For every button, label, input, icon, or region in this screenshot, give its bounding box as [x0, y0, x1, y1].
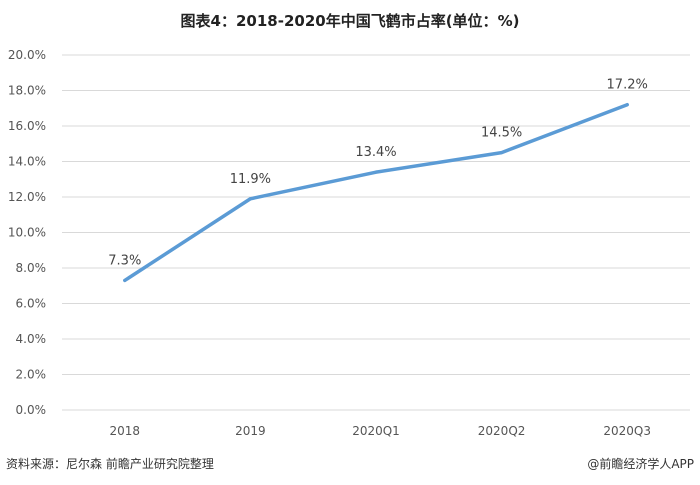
y-tick-label: 18.0%: [8, 84, 46, 98]
y-axis-ticks: 0.0% 2.0% 4.0% 6.0% 8.0% 10.0% 12.0% 14.0% 16.0%…: [8, 48, 46, 417]
y-tick-label: 8.0%: [16, 261, 47, 275]
series-line: [123, 102, 629, 283]
series-line-path: [123, 102, 629, 283]
x-tick-label: 2019: [235, 424, 266, 438]
data-point: [625, 103, 629, 107]
x-tick-label: 2020Q2: [478, 424, 526, 438]
source-note: 资料来源：尼尔森 前瞻产业研究院整理: [6, 457, 214, 471]
data-point: [123, 278, 127, 282]
x-axis-ticks: 2018 2019 2020Q1 2020Q2 2020Q3: [110, 424, 651, 438]
y-tick-label: 16.0%: [8, 119, 46, 133]
data-label: 13.4%: [355, 145, 396, 160]
y-tick-label: 10.0%: [8, 226, 46, 240]
y-tick-label: 20.0%: [8, 48, 46, 62]
data-labels: 7.3% 11.9% 13.4% 14.5% 17.2%: [108, 78, 648, 269]
y-tick-label: 14.0%: [8, 155, 46, 169]
y-tick-label: 12.0%: [8, 190, 46, 204]
data-point: [374, 170, 378, 174]
y-tick-label: 0.0%: [16, 403, 47, 417]
x-tick-label: 2020Q1: [352, 424, 400, 438]
data-label: 17.2%: [607, 78, 648, 93]
data-label: 7.3%: [108, 253, 141, 268]
credit-note: @前瞻经济学人APP: [587, 457, 694, 471]
data-label: 11.9%: [230, 172, 271, 187]
data-label: 14.5%: [481, 126, 522, 141]
chart-title: 图表4：2018-2020年中国飞鹤市占率(单位：%): [180, 12, 520, 30]
x-tick-label: 2020Q3: [603, 424, 651, 438]
data-point: [248, 197, 252, 201]
y-tick-label: 6.0%: [16, 297, 47, 311]
data-point: [500, 151, 504, 155]
y-tick-label: 4.0%: [16, 332, 47, 346]
y-tick-label: 2.0%: [16, 368, 47, 382]
x-tick-label: 2018: [110, 424, 141, 438]
grid-lines: [62, 54, 690, 411]
